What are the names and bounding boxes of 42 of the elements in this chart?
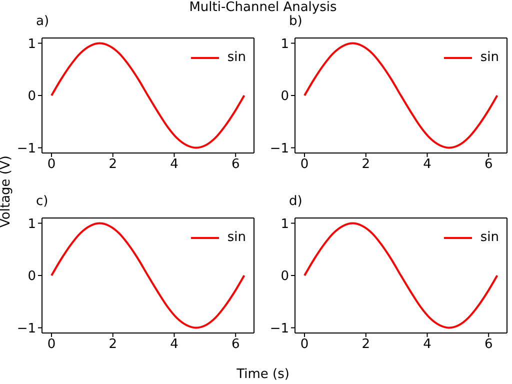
x-tick-label: 4 (423, 337, 432, 352)
x-tick-label: 6 (484, 337, 493, 352)
line-series (304, 222, 498, 329)
line-series (50, 42, 246, 149)
x-tick-label: 4 (170, 337, 178, 352)
legend-label: sin (480, 230, 499, 245)
x-axis-title: Time (s) (236, 367, 290, 382)
y-tick-label: 1 (280, 36, 289, 52)
x-tick-label: 0 (300, 157, 309, 172)
x-tick-label: 4 (170, 157, 178, 172)
line-series (50, 222, 246, 329)
y-tick-label: 1 (280, 216, 289, 232)
x-tick-label: 0 (300, 337, 309, 352)
x-tick-label: 6 (484, 157, 493, 172)
y-tick-label: 0 (28, 89, 36, 104)
y-tick-label: 0 (280, 269, 289, 284)
chart-title: a) (36, 14, 50, 29)
y-tick-label: 0 (28, 269, 36, 284)
x-tick-label: 2 (362, 157, 370, 172)
legend-label: sin (227, 230, 246, 245)
y-tick-label: 1 (28, 216, 36, 232)
text: Multi-Channel Analysis (188, 0, 338, 15)
x-tick-label: 0 (47, 157, 56, 172)
legend-label: sin (480, 50, 499, 65)
chart-title: b) (289, 14, 302, 29)
x-tick-label: 6 (231, 157, 240, 172)
legend-label: sin (227, 50, 246, 65)
y-tick-label: −1 (270, 321, 289, 336)
y-tick-label: 0 (280, 89, 289, 104)
y-tick-label: −1 (270, 141, 289, 156)
x-tick-label: 2 (108, 157, 118, 172)
x-tick-label: 2 (362, 337, 370, 352)
x-tick-label: 0 (47, 337, 56, 352)
x-tick-label: 6 (231, 337, 240, 352)
chart-title: d) (289, 194, 302, 209)
chart-title: c) (36, 194, 48, 209)
y-tick-label: −1 (16, 141, 36, 156)
x-tick-label: 2 (108, 337, 118, 352)
line-series (304, 42, 498, 149)
y-tick-label: 1 (28, 36, 36, 52)
y-tick-label: −1 (16, 321, 36, 336)
x-tick-label: 4 (423, 157, 432, 172)
